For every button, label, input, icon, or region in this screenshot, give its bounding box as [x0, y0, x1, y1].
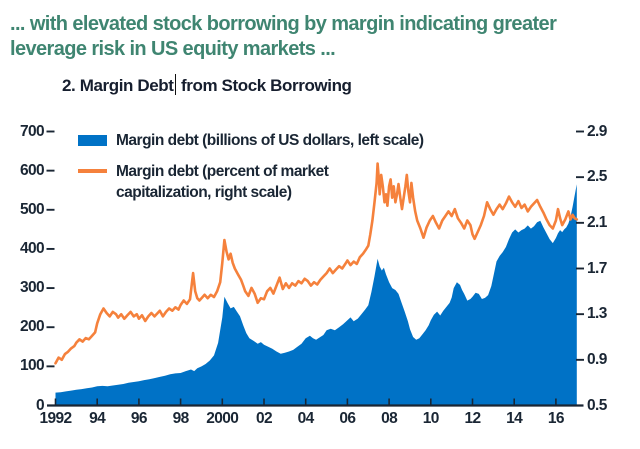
right-axis-label: 2.9	[587, 122, 607, 140]
legend-item-margin-debt-dollars: Margin debt (billions of US dollars, lef…	[78, 130, 424, 151]
area-series-margin-debt-dollars	[55, 184, 577, 406]
left-axis-label: 500	[19, 200, 45, 218]
legend-label: Margin debt (percent of market capitaliz…	[116, 163, 329, 201]
x-axis-label: 02	[255, 410, 273, 427]
panel-title-text-2: from Stock Borrowing	[181, 76, 352, 95]
x-axis-label: 10	[422, 410, 440, 427]
right-axis-label: 0.5	[587, 396, 607, 414]
right-axis-label: 0.9	[587, 350, 607, 368]
line-series-margin-debt-percent	[54, 162, 579, 365]
left-axis-label: 100	[19, 357, 45, 375]
left-axis-label: 700	[19, 122, 45, 140]
x-axis-label: 96	[130, 410, 148, 427]
right-axis-label: 2.1	[587, 213, 607, 231]
x-axis-label: 04	[297, 410, 315, 427]
x-axis-label: 12	[464, 410, 481, 427]
text-caret	[174, 74, 177, 95]
legend: Margin debt (billions of US dollars, lef…	[78, 130, 424, 203]
x-axis-label: 1992	[39, 410, 72, 427]
figure-lede: ... with elevated stock borrowing by mar…	[10, 13, 557, 60]
left-axis-label: 400	[19, 239, 45, 257]
legend-swatch-area-icon	[78, 135, 107, 146]
x-axis-label: 08	[381, 410, 398, 427]
left-axis-label: 0	[35, 396, 45, 414]
x-axis-label: 14	[506, 410, 523, 427]
panel-title-text-1: 2. Margin Debt	[62, 76, 174, 95]
x-axis-label: 06	[339, 410, 356, 427]
x-axis-label: 94	[89, 410, 106, 427]
x-axis-label: 98	[172, 410, 190, 427]
x-axis-label: 2000	[206, 410, 239, 427]
x-axis-label: 16	[547, 410, 565, 427]
left-axis-label: 600	[19, 161, 45, 179]
panel-title: 2. Margin Debt from Stock Borrowing	[62, 74, 352, 96]
legend-item-margin-debt-percent: Margin debt (percent of market capitaliz…	[78, 161, 424, 203]
right-axis-label: 1.7	[587, 259, 607, 277]
legend-swatch-line-icon	[78, 169, 107, 173]
left-axis-label: 300	[19, 279, 45, 297]
left-axis-label: 200	[19, 318, 45, 336]
right-axis-label: 1.3	[587, 305, 607, 323]
legend-label: Margin debt (billions of US dollars, lef…	[116, 132, 424, 149]
right-axis-label: 2.5	[587, 168, 607, 186]
